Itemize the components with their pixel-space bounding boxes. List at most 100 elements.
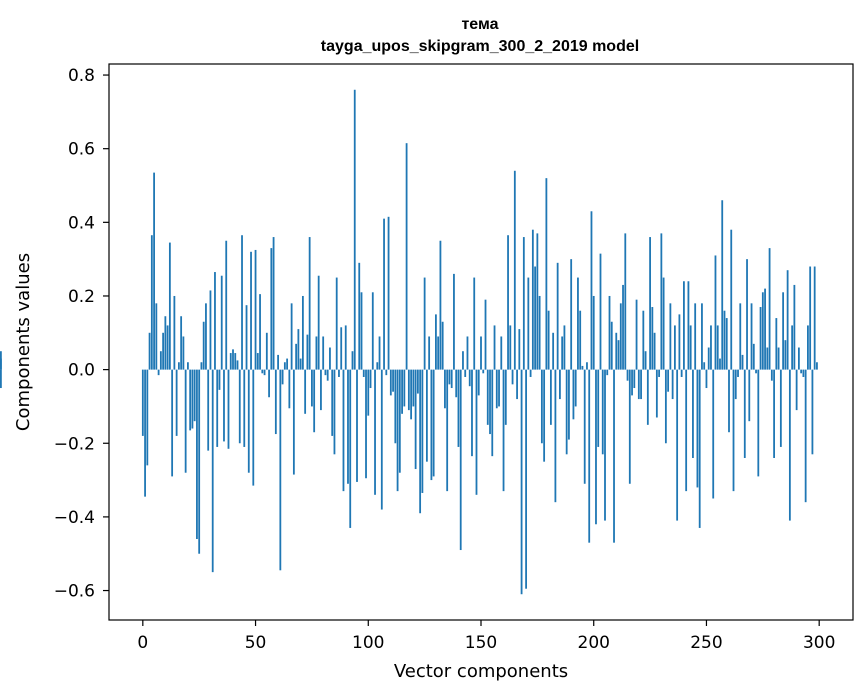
bar-286: [786, 270, 789, 370]
bar-51: [256, 353, 259, 370]
bar-2: [146, 369, 149, 466]
bar-173: [531, 229, 534, 370]
bar-223: [644, 351, 647, 370]
bar-183: [554, 369, 557, 503]
x-tick-label: 50: [245, 633, 267, 653]
bar-152: [484, 299, 487, 370]
bar-24: [196, 369, 198, 539]
bar-189: [568, 369, 570, 440]
bar-182: [552, 332, 555, 370]
bar-23: [193, 369, 196, 422]
bar-84: [331, 369, 334, 436]
bar-139: [455, 369, 458, 398]
bar-135: [446, 369, 449, 492]
bar-280: [773, 369, 775, 458]
bar-192: [574, 369, 577, 407]
bar-197: [586, 362, 588, 370]
bar-131: [437, 336, 440, 370]
bar-81: [324, 369, 327, 376]
bar-236: [673, 325, 676, 370]
bar-82: [326, 369, 329, 381]
bar-146: [471, 369, 473, 457]
bar-270: [750, 303, 753, 370]
y-tick-label: 0.0: [68, 361, 95, 381]
bar-36: [223, 369, 225, 442]
bar-66: [290, 303, 293, 370]
bar-226: [651, 307, 654, 370]
bar-158: [498, 369, 500, 407]
bar-68: [295, 343, 298, 370]
bar-272: [755, 369, 757, 374]
bar-73: [306, 334, 309, 370]
bar-278: [768, 248, 771, 370]
bar-70: [299, 358, 302, 370]
bar-97: [360, 292, 363, 370]
bar-274: [759, 307, 762, 370]
bar-67: [292, 369, 295, 475]
bar-45: [243, 369, 246, 447]
bar-28: [205, 303, 207, 370]
bar-256: [719, 358, 721, 370]
bar-133: [441, 321, 444, 370]
bar-295: [807, 325, 809, 370]
bars-group: [0, 89, 818, 595]
bar-6: [155, 303, 158, 370]
bar-198: [588, 369, 591, 543]
bar-288: [791, 325, 794, 370]
bar-99: [365, 369, 367, 479]
bar-105: [378, 336, 381, 370]
bar-127: [428, 336, 431, 370]
bar-19: [184, 369, 187, 473]
bar-167: [518, 329, 521, 370]
bar-229: [658, 369, 661, 377]
bar-107: [383, 218, 385, 370]
bar-220: [637, 369, 640, 400]
bar-253: [712, 369, 715, 499]
bar-242: [687, 281, 690, 370]
bar-254: [714, 255, 717, 370]
bar-193: [577, 277, 579, 370]
bar-264: [737, 369, 739, 377]
bar-29: [207, 369, 210, 451]
bar-47: [247, 369, 250, 473]
bar-214: [624, 233, 627, 370]
bar-292: [800, 369, 803, 374]
bar-233: [667, 369, 670, 392]
bar-26: [200, 362, 203, 370]
bar-38: [227, 369, 230, 449]
bar-162: [507, 235, 509, 370]
bar-101: [369, 369, 372, 389]
bar-195: [581, 365, 584, 370]
bar-148: [475, 369, 478, 495]
bar-297: [811, 369, 814, 455]
bar-273: [757, 369, 760, 477]
bar-9: [162, 332, 165, 370]
bar-83: [329, 347, 331, 370]
bar-237: [676, 369, 679, 521]
bar-268: [746, 259, 748, 370]
bar-141: [459, 369, 462, 551]
bar-261: [730, 229, 733, 370]
bar-252: [710, 325, 712, 370]
bar-201: [595, 369, 597, 525]
bar-94: [353, 89, 356, 370]
bar-87: [338, 369, 340, 377]
bar-175: [536, 233, 539, 370]
bar-27: [202, 321, 205, 370]
y-tick-label: −0.6: [54, 582, 95, 602]
bar-234: [669, 303, 672, 370]
bar-238: [678, 314, 681, 370]
bar-86: [335, 277, 338, 370]
bar-209: [613, 369, 615, 543]
bar-125: [423, 277, 426, 370]
bar-177: [540, 369, 543, 444]
bar-85: [333, 369, 336, 455]
bar-71: [301, 295, 304, 370]
bar-33: [216, 369, 219, 447]
bar-35: [220, 275, 223, 370]
bar-199: [590, 211, 593, 370]
bar-153: [486, 369, 489, 425]
bar-75: [311, 369, 313, 407]
bar-224: [646, 369, 649, 425]
bar-210: [615, 332, 618, 370]
